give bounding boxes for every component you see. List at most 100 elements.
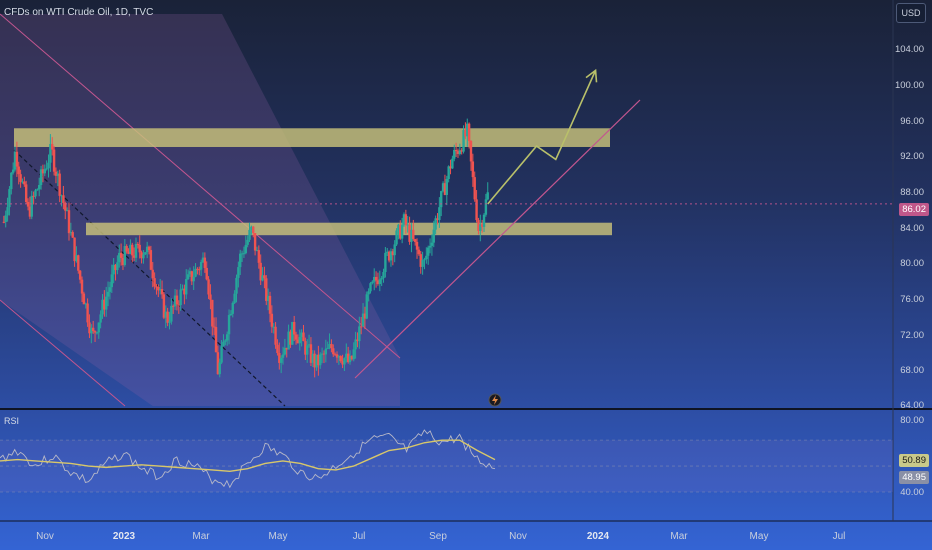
- candle-body: [19, 174, 22, 182]
- candle-body: [265, 278, 268, 301]
- candle-body: [41, 169, 45, 174]
- candle-body: [400, 224, 404, 239]
- x-tick: May: [749, 531, 769, 542]
- candle-body: [222, 341, 225, 347]
- candle-body: [248, 229, 251, 240]
- candle-body: [125, 246, 128, 252]
- candle-body: [432, 229, 435, 243]
- candle-body: [473, 177, 476, 200]
- candle-body: [469, 140, 473, 162]
- candle-body: [313, 353, 316, 368]
- rising-trendline: [354, 99, 641, 379]
- candle-body: [10, 172, 13, 190]
- candle-body: [78, 270, 82, 280]
- candle-body: [384, 252, 387, 273]
- candle-body: [211, 299, 214, 327]
- candle-body: [2, 221, 6, 223]
- candle-body: [356, 339, 359, 342]
- x-tick: Mar: [192, 531, 210, 542]
- candle-body: [235, 277, 238, 294]
- candle-body: [155, 286, 158, 288]
- candle-body: [97, 322, 100, 333]
- candle-body: [425, 255, 428, 260]
- candle-body: [106, 291, 110, 297]
- candle-body: [287, 331, 290, 350]
- x-tick: Jul: [832, 531, 846, 542]
- candle-body: [127, 251, 130, 254]
- candle-body: [252, 226, 255, 234]
- candle-body: [486, 192, 489, 200]
- candle-body: [345, 353, 348, 359]
- candle-body: [242, 253, 246, 255]
- candle-body: [188, 271, 192, 275]
- candle-body: [69, 232, 73, 234]
- y-tick: 96.00: [900, 116, 924, 127]
- x-tick: May: [268, 531, 288, 542]
- candle-body: [224, 340, 227, 342]
- candle-body: [306, 345, 309, 355]
- candle-body: [395, 230, 398, 245]
- candle-body: [253, 233, 257, 251]
- y-tick: 84.00: [900, 223, 924, 234]
- projection-arrow: [487, 70, 597, 205]
- candle-body: [8, 189, 11, 208]
- candle-body: [134, 243, 138, 258]
- candle-body: [453, 149, 456, 159]
- candle-body: [471, 161, 475, 178]
- candle-body: [359, 326, 363, 328]
- candle-body: [458, 150, 462, 154]
- candle-body: [88, 322, 91, 334]
- candle-body: [343, 358, 346, 365]
- candle-body: [160, 289, 164, 295]
- candle-body: [434, 218, 437, 230]
- candle-body: [239, 253, 242, 268]
- candle-body: [257, 250, 261, 263]
- candle-body: [13, 151, 17, 170]
- candle-body: [246, 239, 249, 245]
- candle-body: [319, 354, 322, 366]
- candle-body: [140, 252, 143, 259]
- currency-button[interactable]: USD: [896, 3, 926, 23]
- candle-body: [274, 326, 277, 345]
- candle-body: [326, 347, 329, 349]
- candle-body: [132, 255, 136, 258]
- rsi-ma-badge: 48.95: [899, 471, 929, 484]
- candle-body: [231, 302, 234, 314]
- candle-body: [387, 251, 391, 261]
- candle-body: [402, 214, 406, 225]
- candle-body: [99, 314, 102, 323]
- candle-body: [426, 247, 430, 256]
- candle-body: [43, 169, 46, 174]
- candle-body: [121, 257, 125, 266]
- candle-body: [49, 143, 52, 163]
- candle-body: [175, 295, 179, 305]
- candle-body: [15, 151, 19, 167]
- candle-body: [415, 241, 419, 250]
- candle-body: [350, 355, 354, 360]
- candle-body: [136, 243, 140, 245]
- candle-body: [203, 257, 207, 268]
- candle-body: [464, 130, 467, 137]
- candle-body: [413, 239, 417, 242]
- y-tick: 72.00: [900, 330, 924, 341]
- candle-body: [281, 354, 285, 358]
- candle-body: [421, 260, 424, 267]
- candle-body: [255, 250, 259, 252]
- candle-body: [218, 362, 221, 375]
- candle-body: [417, 249, 421, 255]
- y-tick: 88.00: [900, 187, 924, 198]
- candle-body: [168, 321, 171, 323]
- candle-body: [198, 269, 201, 271]
- candle-body: [261, 275, 264, 281]
- candle-body: [47, 162, 50, 169]
- candle-body: [358, 326, 361, 342]
- rsi-value-badge: 50.89: [899, 454, 929, 467]
- y-tick: 100.00: [894, 80, 924, 91]
- candle-body: [216, 352, 220, 375]
- candle-body: [123, 246, 127, 266]
- candle-body: [449, 166, 452, 169]
- candle-body: [56, 173, 60, 176]
- candle-body: [64, 202, 67, 211]
- candle-body: [54, 171, 58, 176]
